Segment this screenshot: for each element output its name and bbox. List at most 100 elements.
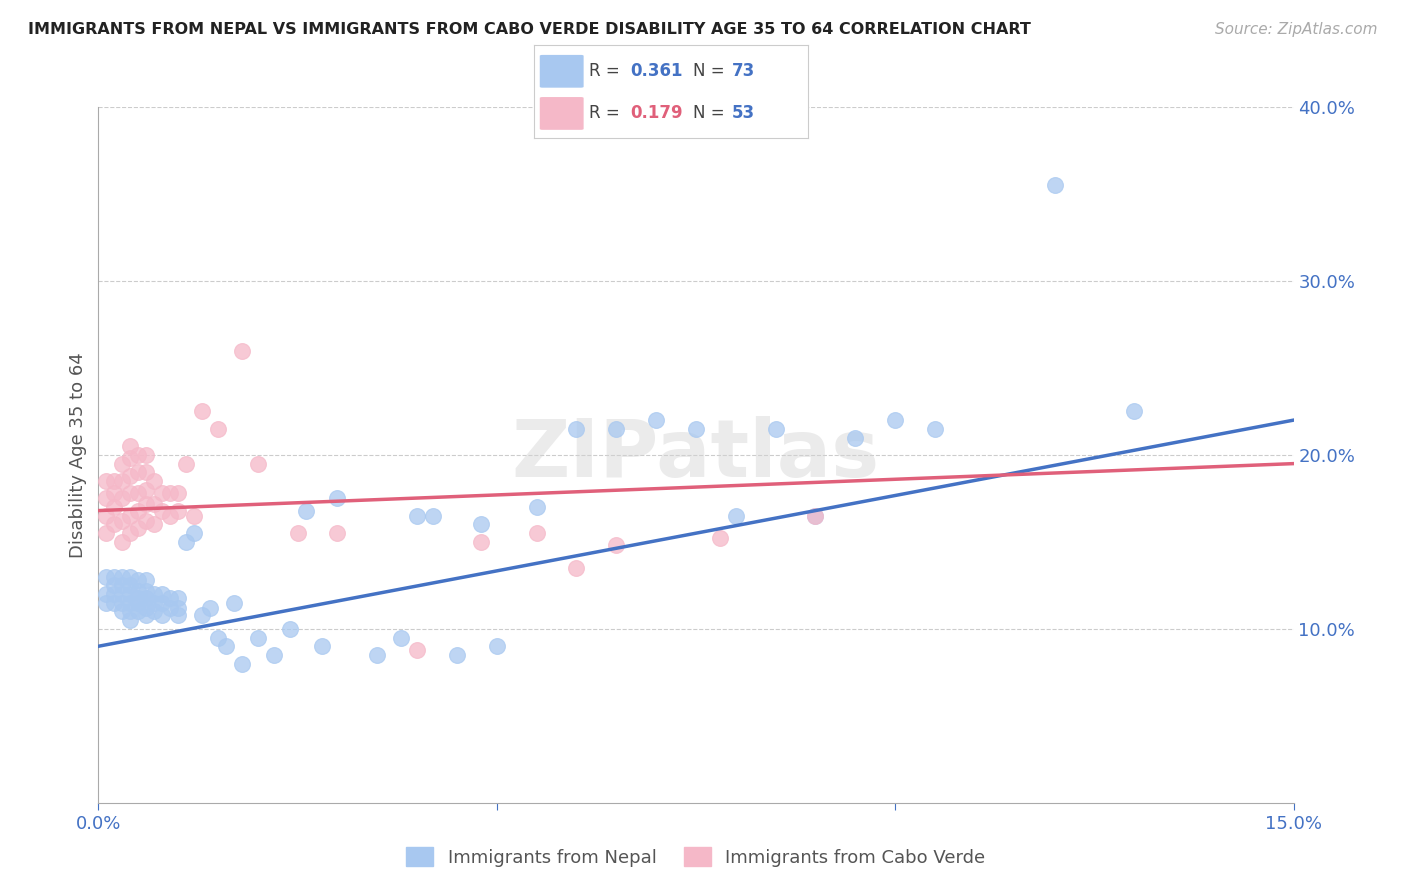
Point [174,534,197,549]
Text: IMMIGRANTS FROM NEPAL VS IMMIGRANTS FROM CABO VERDE DISABILITY AGE 35 TO 64 CORR: IMMIGRANTS FROM NEPAL VS IMMIGRANTS FROM… [28,22,1031,37]
Text: Source: ZipAtlas.com: Source: ZipAtlas.com [1215,22,1378,37]
Point [183,508,205,523]
Point [485,639,508,653]
Point [96,570,118,584]
Text: N =: N = [693,104,730,122]
Point [389,631,412,645]
Point [263,648,285,662]
Point [765,422,787,436]
Point [709,532,731,546]
Point [135,607,157,622]
Point [96,587,118,601]
Text: 0.179: 0.179 [630,104,683,122]
Point [127,605,149,619]
Point [127,596,149,610]
Point [135,583,157,598]
Point [406,508,429,523]
Point [198,601,221,615]
Point [127,573,149,587]
Point [120,578,142,592]
Point [150,486,173,500]
Point [924,422,946,436]
Point [103,486,125,500]
Point [127,466,149,480]
Point [685,422,707,436]
Point [111,534,134,549]
Point [446,648,468,662]
Point [526,500,548,514]
Point [278,622,301,636]
Point [111,596,134,610]
Point [111,570,134,584]
Point [844,431,866,445]
Point [183,526,205,541]
Point [215,639,238,653]
Point [135,514,157,528]
Point [406,642,429,657]
Text: 0.361: 0.361 [630,62,683,80]
Point [167,503,190,517]
Point [565,422,588,436]
Point [804,508,827,523]
Point [111,605,134,619]
FancyBboxPatch shape [540,97,583,130]
Point [366,648,388,662]
Point [605,538,627,552]
Point [326,526,349,541]
Point [135,601,157,615]
Point [111,474,134,488]
Point [143,517,166,532]
Point [120,570,142,584]
Point [103,517,125,532]
Point [526,526,548,541]
Point [135,573,157,587]
Text: 73: 73 [731,62,755,80]
Legend: Immigrants from Nepal, Immigrants from Cabo Verde: Immigrants from Nepal, Immigrants from C… [399,840,993,874]
Point [159,591,181,605]
Point [96,508,118,523]
Point [120,587,142,601]
Point [246,631,269,645]
Point [111,457,134,471]
Point [120,468,142,483]
Point [207,422,229,436]
Point [111,587,134,601]
Point [127,448,149,462]
Point [159,486,181,500]
Point [326,491,349,506]
Point [103,500,125,514]
Text: R =: R = [589,104,626,122]
Point [167,601,190,615]
Point [143,497,166,511]
Point [96,474,118,488]
Point [135,466,157,480]
Point [120,605,142,619]
Point [1043,178,1066,193]
Point [804,508,827,523]
Point [231,657,253,671]
Point [111,514,134,528]
Point [645,413,668,427]
Point [470,534,492,549]
Point [191,404,214,418]
Point [127,486,149,500]
Point [565,561,588,575]
Point [150,596,173,610]
Point [150,607,173,622]
Point [605,422,627,436]
Point [96,491,118,506]
Point [135,483,157,497]
Text: N =: N = [693,62,730,80]
Point [294,503,316,517]
Y-axis label: Disability Age 35 to 64: Disability Age 35 to 64 [69,352,87,558]
Point [1123,404,1146,418]
Point [150,587,173,601]
Point [120,486,142,500]
Point [127,503,149,517]
Point [311,639,333,653]
Text: 53: 53 [731,104,755,122]
Point [120,439,142,453]
Point [103,474,125,488]
Point [167,591,190,605]
Point [246,457,269,471]
